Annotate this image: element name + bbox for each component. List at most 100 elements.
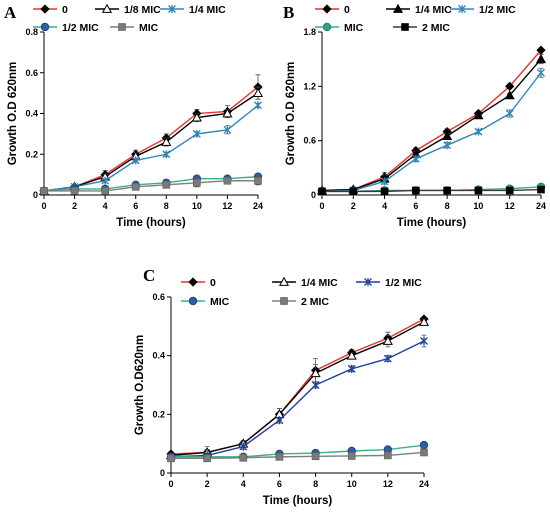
x-tick-label: 24 (253, 201, 263, 211)
data-point (474, 127, 483, 136)
legend-label: MIC (344, 22, 364, 34)
legend-marker (40, 22, 50, 32)
data-point (474, 186, 483, 195)
data-point (347, 452, 356, 460)
legend-marker (188, 296, 198, 306)
series-1-4-mic (316, 53, 547, 195)
data-point (443, 186, 451, 195)
legend-label: 1/8 MIC (124, 4, 161, 16)
series-1-2-mic (167, 334, 428, 462)
y-axis-title: Growth O.D 620nm (7, 62, 19, 166)
legend-marker (101, 3, 113, 13)
y-tick-label: 0.4 (25, 109, 38, 119)
data-point (411, 154, 420, 163)
series-line (43, 104, 259, 192)
data-point (275, 453, 284, 461)
y-tick-label: 0.2 (152, 409, 165, 419)
legend-entry: 2 MIC (393, 22, 450, 34)
legend-label: 0 (210, 277, 216, 289)
series-line (321, 49, 542, 192)
data-point (443, 141, 452, 150)
data-point (254, 176, 262, 185)
data-point (346, 350, 357, 360)
y-tick-label: 0 (311, 190, 316, 200)
data-point (203, 454, 211, 463)
data-point (504, 90, 515, 100)
legend-entry: 1/2 MIC (356, 277, 422, 289)
y-axis-title: Growth O.D 620nm (285, 62, 297, 166)
data-point (412, 186, 420, 195)
legend-marker (188, 277, 198, 287)
legend: 0 1/4 MIC 1/2 MIC MIC 2 MIC (181, 276, 422, 308)
legend-entry: 1/8 MIC (95, 3, 161, 16)
x-tick-label: 4 (103, 201, 108, 211)
data-point (222, 108, 233, 118)
data-point (505, 186, 514, 195)
data-point (275, 416, 284, 425)
legend-label: MIC (139, 22, 159, 34)
data-point (40, 187, 48, 195)
x-tick-label: 8 (445, 201, 450, 211)
panel-letter-a: A (4, 3, 17, 22)
legend-label: 2 MIC (422, 22, 450, 34)
legend-marker (458, 5, 466, 13)
legend-marker (280, 297, 288, 305)
x-tick-label: 0 (319, 201, 324, 211)
x-tick-label: 2 (351, 201, 356, 211)
legend-marker (118, 23, 126, 31)
series-1-4-mic (165, 316, 430, 460)
data-point (349, 187, 358, 196)
data-point (101, 187, 109, 195)
data-point (131, 183, 140, 191)
data-point (384, 451, 392, 460)
data-point (382, 335, 393, 345)
legend-marker (322, 22, 332, 32)
x-tick-label: 12 (505, 201, 515, 211)
legend: 0 1/8 MIC 1/4 MIC 1/2 MIC MIC (33, 3, 226, 34)
series-2-mic (318, 185, 545, 196)
legend-entry: 0 (181, 277, 216, 289)
y-tick-label: 0 (33, 190, 38, 200)
x-tick-label: 0 (41, 201, 46, 211)
series-0 (166, 314, 429, 459)
series-line (171, 451, 425, 460)
series-mic (40, 176, 262, 195)
data-point (505, 109, 514, 118)
data-point (473, 110, 484, 120)
y-tick-label: 0.6 (152, 292, 165, 302)
legend-entry: 1/4 MIC (272, 276, 338, 289)
x-tick-label: 12 (222, 201, 232, 211)
data-point (223, 125, 232, 134)
x-tick-label: 8 (313, 479, 318, 489)
legend-entry: 1/2 MIC (450, 4, 516, 16)
data-point (252, 87, 264, 98)
legend-marker (278, 276, 290, 286)
data-point (192, 129, 201, 138)
series-line (43, 175, 259, 192)
data-point (239, 442, 248, 451)
x-axis-title: Time (hours) (116, 217, 186, 229)
x-tick-label: 10 (192, 201, 202, 211)
legend-label: 1/4 MIC (415, 4, 452, 16)
legend-label: 1/2 MIC (62, 22, 99, 34)
legend-entry: MIC (110, 22, 159, 34)
data-point (131, 156, 140, 165)
data-point (193, 178, 201, 187)
y-tick-label: 0.8 (25, 27, 38, 37)
panel-letter-b: B (283, 3, 294, 22)
x-tick-label: 10 (473, 201, 483, 211)
y-tick-label: 0.6 (25, 68, 38, 78)
data-point (535, 53, 547, 64)
y-tick-label: 1.8 (303, 27, 316, 37)
x-tick-label: 6 (133, 201, 138, 211)
series-line (171, 444, 425, 458)
data-point (167, 454, 175, 463)
x-tick-label: 4 (382, 201, 387, 211)
legend-label: 0 (344, 4, 350, 16)
data-point (162, 181, 171, 189)
legend-label: 0 (62, 4, 68, 16)
x-tick-label: 6 (277, 479, 282, 489)
data-point (420, 448, 428, 457)
